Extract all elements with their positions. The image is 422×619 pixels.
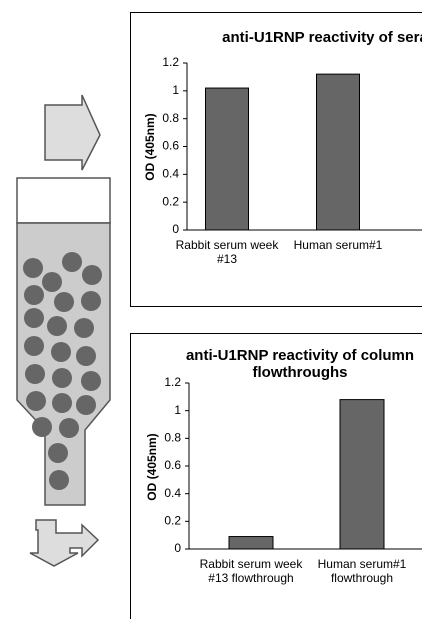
y-tick-label: 0.6 — [164, 458, 181, 472]
chart-title: anti-U1RNP reactivity of column flowthro… — [185, 347, 415, 381]
y-tick-label: 1 — [172, 83, 179, 97]
x-tick-label: Rabbit serum week #13 flowthrough — [199, 557, 303, 585]
x-tick-label: Human serum#1 flowthrough — [317, 557, 407, 585]
y-tick-label: 1.2 — [162, 55, 179, 69]
y-tick-label: 0.4 — [162, 167, 179, 181]
y-axis-label: OD (405nm) — [143, 113, 157, 181]
x-tick-label: Human serum#1 — [293, 238, 383, 252]
bar — [316, 73, 360, 231]
tube-cap — [16, 177, 111, 224]
y-axis-label: OD (405nm) — [145, 433, 159, 501]
y-tick-label: 0.2 — [162, 194, 179, 208]
bar — [339, 399, 385, 550]
y-tick-label: 0 — [172, 222, 179, 236]
x-tick-label: Rabbit serum week #13 — [175, 238, 279, 266]
y-tick-label: 1 — [174, 403, 181, 417]
y-tick-label: 0.8 — [162, 111, 179, 125]
y-tick-label: 0.6 — [162, 139, 179, 153]
chart-title: anti-U1RNP reactivity of sera — [222, 29, 422, 46]
bar — [228, 536, 274, 550]
y-tick-label: 0 — [174, 541, 181, 555]
arrow-out — [29, 519, 100, 567]
chart-frame — [130, 12, 422, 307]
bar — [205, 87, 249, 231]
arrow-in — [44, 94, 101, 171]
y-tick-label: 0.8 — [164, 431, 181, 445]
y-tick-label: 1.2 — [164, 375, 181, 389]
beads — [23, 252, 102, 490]
y-tick-label: 0.4 — [164, 486, 181, 500]
y-tick-label: 0.2 — [164, 514, 181, 528]
